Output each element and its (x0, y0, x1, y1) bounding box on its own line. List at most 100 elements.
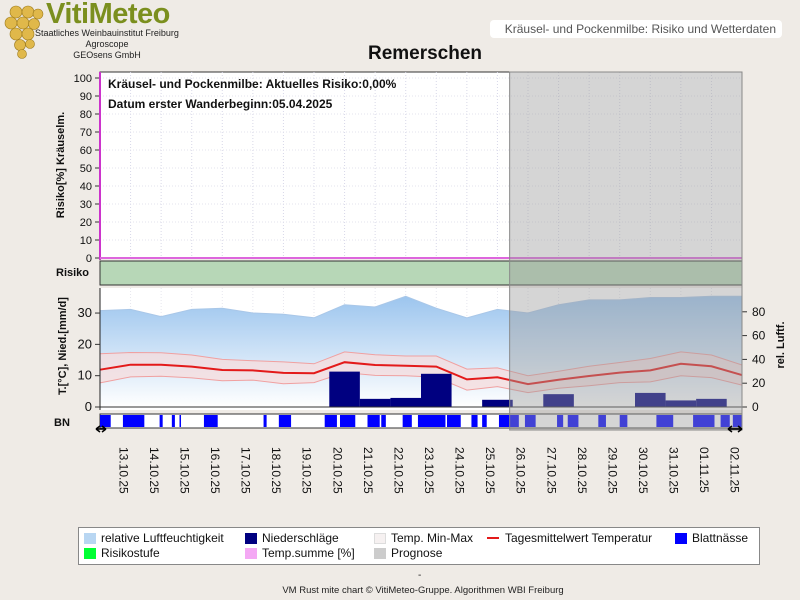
precipitation-bar (482, 399, 513, 407)
leaf-wetness-segment (557, 415, 564, 427)
date-tick-label: 29.10.25 (605, 447, 619, 494)
temp-minmax-band (100, 351, 742, 393)
legend-label-temp-sum: Temp.summe [%] (262, 546, 355, 560)
risk-level-band (99, 260, 743, 286)
precipitation-bar (635, 392, 666, 407)
date-tick-label: 22.10.25 (391, 447, 405, 494)
leaf-wetness-segment (179, 415, 182, 427)
institute-label: Staatliches Weinbauinstitut Freiburg (35, 28, 179, 38)
date-tick-label: 19.10.25 (300, 447, 314, 494)
partner-agroscope-label: Agroscope (85, 39, 129, 49)
weather-ytick-label: 20 (78, 336, 92, 351)
date-tick-label: 16.10.25 (208, 447, 222, 494)
leaf-wetness-segment (656, 415, 674, 427)
leaf-wetness-segment (367, 415, 380, 427)
precipitation-bar (421, 373, 452, 407)
leaf-wetness-segment (498, 415, 519, 427)
date-tick-label: 02.11.25 (728, 447, 742, 493)
leaf-wetness-label: BN (54, 417, 70, 429)
date-tick-label: 01.11.25 (697, 447, 711, 493)
precipitation-bar (665, 400, 697, 407)
risk-ytick-label: 20 (80, 217, 92, 229)
precipitation-bar (359, 398, 391, 407)
chart-canvas: 0 10 20 30 40 50 60 70 80 90 100 0 10 20 30 0 20 40 60 80… (54, 71, 787, 494)
footer-dash: - (418, 570, 422, 581)
leaf-wetness-segment (381, 415, 386, 427)
date-tick-label: 18.10.25 (269, 447, 283, 494)
date-tick-label: 24.10.25 (453, 447, 467, 494)
leaf-wetness-segment (263, 415, 267, 427)
date-tick-label: 14.10.25 (147, 447, 161, 494)
brand-logo-text: VitiMeteo (46, 0, 170, 30)
footer-credit: VM Rust mite chart © VitiMeteo-Gruppe. A… (282, 585, 564, 596)
leaf-wetness-segment (278, 415, 292, 427)
legend-swatch-temp-minmax (374, 533, 386, 544)
weather-ytick-label: 30 (78, 305, 92, 320)
risk-axis-title: Risiko[%] Kräuselm. (55, 112, 67, 218)
legend-label-temp-mean: Tagesmittelwert Temperatur (505, 531, 653, 545)
legend-swatch-temp-sum (245, 548, 257, 559)
scroll-right-arrow-icon[interactable] (727, 425, 743, 433)
risk-ytick-label: 40 (80, 181, 92, 193)
precipitation-bar (329, 371, 360, 407)
leaf-wetness-segment (171, 415, 175, 427)
leaf-wetness-segment (122, 415, 145, 427)
risk-ytick-label: 60 (80, 145, 92, 157)
risk-ytick-label: 0 (86, 253, 92, 265)
humidity-ytick-label: 60 (752, 329, 766, 343)
legend-label-temp-minmax: Temp. Min-Max (391, 531, 474, 545)
weather-axis-title: T.[°C], Nied.[mm/d] (57, 297, 69, 395)
humidity-ytick-label: 0 (752, 400, 759, 414)
humidity-ytick-label: 80 (752, 305, 766, 319)
risk-panel-background (99, 71, 743, 259)
leaf-wetness-segment (159, 415, 163, 427)
date-tick-label: 30.10.25 (636, 447, 650, 494)
risk-ytick-label: 80 (80, 109, 92, 121)
leaf-wetness-segment (619, 415, 628, 427)
leaf-wetness-segment (598, 415, 606, 427)
leaf-wetness-segment (446, 415, 461, 427)
precipitation-bar (543, 394, 574, 407)
date-tick-label: 23.10.25 (422, 447, 436, 494)
weather-ytick-label: 10 (78, 368, 92, 383)
leaf-wetness-segment (100, 415, 111, 427)
legend-swatch-temp-mean (487, 537, 499, 539)
date-tick-label: 20.10.25 (330, 447, 344, 494)
leaf-wetness-segment (402, 415, 412, 427)
precipitation-bar (696, 398, 727, 407)
leaf-wetness-segment (732, 415, 742, 427)
partner-geosens-label: GEOsens GmbH (73, 50, 141, 60)
date-tick-label: 15.10.25 (177, 447, 191, 494)
humidity-ytick-label: 40 (752, 352, 766, 366)
current-risk-annotation: Kräusel- und Pockenmilbe: Aktuelles Risi… (108, 77, 397, 91)
humidity-axis-title: rel. Luftf. (775, 321, 787, 368)
risk-band-label: Risiko (56, 267, 89, 279)
legend-swatch-leaf-wetness (675, 533, 687, 544)
legend-label-forecast: Prognose (391, 546, 443, 560)
leaf-wetness-segment (417, 415, 446, 427)
risk-ytick-label: 50 (80, 163, 92, 175)
legend-label-risk-level: Risikostufe (101, 546, 160, 560)
legend-swatch-forecast (374, 548, 386, 559)
leaf-wetness-segment (720, 415, 730, 427)
risk-ytick-label: 70 (80, 127, 92, 139)
temp-max-line (99, 351, 743, 377)
temp-mean-series-line (99, 361, 743, 386)
legend-swatch-precipitation (245, 533, 257, 544)
date-tick-label: 31.10.25 (667, 447, 681, 494)
legend-swatch-risk-level (84, 548, 96, 559)
risk-ytick-label: 10 (80, 235, 92, 247)
leaf-wetness-segment (524, 415, 536, 427)
first-migration-annotation: Datum erster Wanderbeginn:05.04.2025 (108, 97, 333, 111)
page-subtitle: Kräusel- und Pockenmilbe: Risiko und Wet… (490, 20, 782, 38)
leaf-wetness-segment (203, 415, 218, 427)
chart-legend: relative Luftfeuchtigkeit Niederschläge … (78, 527, 760, 565)
precipitation-bar (390, 397, 421, 407)
date-tick-label: 26.10.25 (514, 447, 528, 494)
humidity-ytick-label: 20 (752, 376, 766, 390)
date-tick-label: 25.10.25 (483, 447, 497, 494)
date-tick-label: 21.10.25 (361, 447, 375, 494)
scroll-left-arrow-icon[interactable] (95, 425, 107, 433)
leaf-wetness-segment (482, 415, 487, 427)
legend-label-leaf-wetness: Blattnässe (692, 531, 749, 545)
